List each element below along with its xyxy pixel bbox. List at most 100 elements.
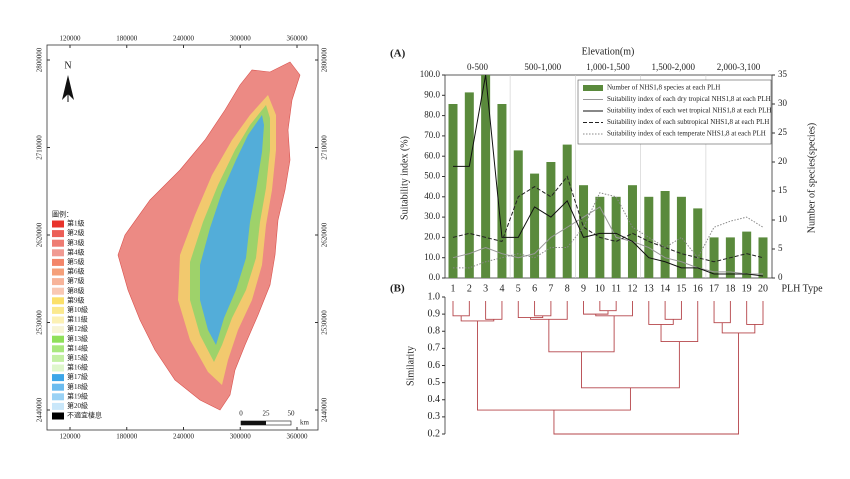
y2-axis-title: Number of species(species): [806, 123, 817, 234]
x-tick-label: 8: [565, 283, 570, 294]
legend-label: 第16級: [67, 363, 88, 372]
bar: [693, 208, 703, 278]
legend-label: 第4級: [67, 247, 85, 256]
dendrogram-link: [648, 301, 674, 325]
legend-label: Suitability index of each subtropical NH…: [607, 118, 769, 126]
y2-tick-label: 30: [778, 98, 788, 108]
x-tick-label: 10: [595, 283, 605, 294]
top-category-label: 2,000-3,100: [717, 62, 761, 72]
x-tick-label: 6: [532, 283, 537, 294]
scale-label: 50: [288, 410, 296, 418]
y-tick-label: 0.7: [428, 343, 441, 354]
y-tick-label: 0.6: [428, 360, 441, 371]
legend-label: 不適宜棲息: [67, 411, 102, 420]
legend-swatch: [52, 230, 64, 238]
dendrogram-link: [660, 301, 699, 342]
legend-label: Suitability index of each dry tropical N…: [607, 95, 771, 103]
map-x-tick-label: 300000: [230, 433, 252, 441]
map-x-tick-label: 300000: [230, 35, 252, 43]
scale-bar-fill: [241, 421, 266, 425]
map-y-tick-label: 2530000: [321, 310, 329, 335]
x-tick-label: 1: [451, 283, 456, 294]
dendrogram-link: [583, 301, 609, 315]
y-tick-label: 20.0: [424, 231, 440, 241]
legend-swatch: [52, 239, 64, 247]
y-tick-label: 30.0: [424, 211, 440, 221]
y-tick-label: 0.0: [429, 272, 441, 282]
top-category-label: 1,000-1,500: [586, 62, 630, 72]
legend-label: 第15級: [67, 353, 88, 362]
map-y-tick-label: 2710000: [36, 135, 44, 160]
bar: [448, 104, 458, 278]
legend-label: 第9級: [67, 295, 85, 304]
legend-swatch: [52, 374, 64, 382]
legend-swatch: [583, 85, 603, 91]
x-axis-title: PLH Type: [781, 283, 823, 294]
x-tick-label: 12: [627, 283, 637, 294]
line-series: [453, 74, 764, 277]
bar: [644, 196, 654, 278]
map-x-tick-label: 240000: [173, 433, 195, 441]
legend-swatch: [52, 258, 64, 266]
map-y-tick-label: 2620000: [36, 222, 44, 247]
north-label: N: [64, 60, 71, 71]
legend-label: 第12級: [67, 324, 88, 333]
y-tick-label: 60.0: [424, 150, 440, 160]
map-y-tick-label: 2710000: [321, 135, 329, 160]
bar: [627, 185, 637, 278]
top-category-label: 500-1,000: [524, 62, 561, 72]
y-tick-label: 90.0: [424, 89, 440, 99]
x-tick-label: 19: [742, 283, 752, 294]
map-y-tick-label: 2440000: [321, 397, 329, 422]
legend-swatch: [52, 383, 64, 391]
x-tick-label: 2: [467, 283, 472, 294]
legend-label: Number of NHS1,8 species at each PLH: [607, 84, 720, 92]
dendrogram-link: [746, 301, 764, 325]
y-tick-label: 0.8: [428, 326, 441, 337]
x-tick-label: 4: [499, 283, 504, 294]
dendrogram-link: [477, 320, 631, 411]
legend-swatch: [52, 354, 64, 362]
legend-swatch: [52, 402, 64, 410]
map-x-tick-label: 180000: [116, 433, 138, 441]
x-tick-label: 13: [644, 283, 654, 294]
legend-box: [577, 79, 772, 145]
legend-label: 第2級: [67, 228, 85, 237]
y2-tick-label: 5: [778, 243, 783, 253]
legend-label: 第10級: [67, 305, 88, 314]
legend-label: Suitability index of each temperate NHS1…: [607, 130, 766, 138]
x-tick-label: 9: [581, 283, 586, 294]
map-y-tick-label: 2800000: [36, 47, 44, 72]
panel-label: (A): [390, 48, 406, 60]
y2-tick-label: 25: [778, 127, 788, 137]
legend-label: 第18級: [67, 382, 88, 391]
y-tick-label: 80.0: [424, 110, 440, 120]
dendrogram-link: [460, 315, 495, 322]
legend-swatch: [52, 268, 64, 276]
legend-label: 第20級: [67, 401, 88, 410]
x-tick-label: 14: [660, 283, 670, 294]
map-y-tick-label: 2800000: [321, 47, 329, 72]
x-tick-label: 17: [709, 283, 719, 294]
legend-swatch: [52, 326, 64, 334]
dendrogram-link: [534, 301, 552, 317]
dendrogram-link: [452, 301, 470, 317]
x-tick-label: 16: [693, 283, 703, 294]
y-tick-label: 0.5: [428, 377, 441, 388]
legend-label: 第7級: [67, 276, 85, 285]
bar: [758, 237, 768, 278]
legend-swatch: [52, 335, 64, 343]
dendrogram-link: [581, 341, 680, 389]
y2-tick-label: 35: [778, 69, 788, 79]
scale-label: 0: [239, 410, 243, 418]
bar: [464, 92, 474, 279]
dendrogram-link: [599, 301, 617, 312]
map-x-tick-label: 240000: [173, 35, 195, 43]
top-category-label: 0-500: [467, 62, 488, 72]
legend-swatch: [52, 393, 64, 401]
bar: [546, 162, 556, 278]
legend-swatch: [52, 287, 64, 295]
map-x-tick-label: 180000: [116, 35, 138, 43]
line-series: [452, 206, 763, 275]
